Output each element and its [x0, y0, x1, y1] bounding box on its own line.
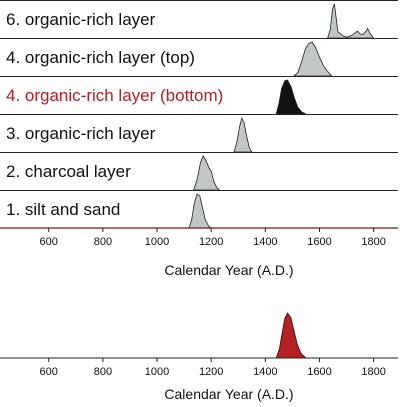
- x-tick-label: 600: [40, 236, 58, 248]
- age-density: [188, 193, 213, 229]
- layer-row: 4. organic-rich layer (top): [0, 38, 398, 77]
- layer-row: 2. charcoal layer: [0, 152, 398, 191]
- age-density: [275, 79, 307, 115]
- age-density: [233, 116, 253, 153]
- layer-row: 6. organic-rich layer: [0, 0, 398, 39]
- layer-label: 4. organic-rich layer (bottom): [6, 86, 223, 105]
- layer-label: 4. organic-rich layer (top): [6, 48, 195, 67]
- x-tick-label: 800: [94, 366, 112, 378]
- x-tick-label: 1000: [145, 366, 169, 378]
- x-tick-label: 600: [40, 366, 58, 378]
- layer-label: 6. organic-rich layer: [6, 10, 156, 29]
- modelled-age-density: [275, 312, 307, 359]
- x-axis-label: Calendar Year (A.D.): [164, 386, 293, 402]
- age-density: [292, 41, 333, 77]
- x-tick-label: 1200: [199, 236, 223, 248]
- x-tick-label: 800: [94, 236, 112, 248]
- age-density: [327, 3, 375, 39]
- layer-row: 1. silt and sand: [0, 190, 398, 229]
- layer-label: 2. charcoal layer: [6, 162, 131, 181]
- layer-label: 3. organic-rich layer: [6, 124, 156, 143]
- x-tick-label: 1200: [199, 366, 223, 378]
- x-tick-label: 1800: [361, 366, 385, 378]
- x-tick-label: 1000: [145, 236, 169, 248]
- stacked-age-distributions-panel: 6. organic-rich layer 4. organic-rich lay…: [0, 0, 398, 278]
- x-tick-label: 1600: [307, 236, 331, 248]
- layer-row: 4. organic-rich layer (bottom): [0, 76, 398, 115]
- x-tick-label: 1400: [253, 366, 277, 378]
- age-density: [193, 155, 221, 191]
- layer-label: 1. silt and sand: [6, 200, 120, 219]
- modelled-age-distribution-panel: 600 800 1000 1200 1400 1600 1800 Calendar Year …: [0, 312, 398, 402]
- x-axis-label: Calendar Year (A.D.): [164, 262, 293, 278]
- x-tick-label: 1600: [307, 366, 331, 378]
- x-tick-label: 1800: [361, 236, 385, 248]
- layer-row: 3. organic-rich layer: [0, 114, 398, 153]
- x-tick-label: 1400: [253, 236, 277, 248]
